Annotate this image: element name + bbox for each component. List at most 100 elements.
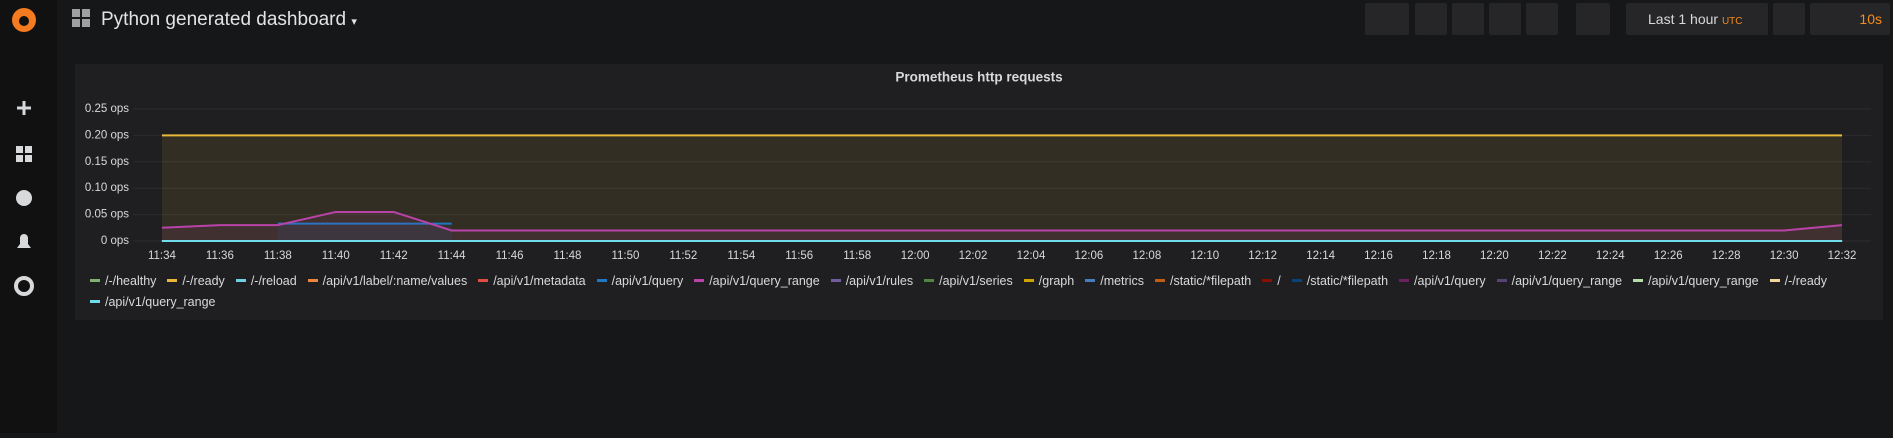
legend-item[interactable]: /graph <box>1023 273 1075 288</box>
y-tick-label: 0.15 ops <box>85 156 129 168</box>
refresh-interval[interactable]: 10s <box>1859 11 1882 27</box>
grid-icon <box>72 9 90 27</box>
legend-label[interactable]: /api/v1/query_range <box>1511 273 1623 288</box>
series-area <box>161 135 1843 241</box>
legend-item[interactable]: /-/reload <box>235 273 297 288</box>
config-icon[interactable] <box>14 276 34 296</box>
x-tick-label: 11:54 <box>727 250 756 262</box>
legend-swatch <box>90 279 100 282</box>
x-tick-label: 12:06 <box>1075 250 1104 262</box>
explore-icon[interactable] <box>16 190 32 206</box>
legend-label[interactable]: /api/v1/query_range <box>105 294 216 309</box>
share-button[interactable] <box>1452 3 1484 35</box>
chart-title: Prometheus http requests <box>895 70 1062 85</box>
zoom-out-button[interactable] <box>1773 3 1805 35</box>
refresh-picker[interactable]: 10s <box>1810 3 1890 35</box>
legend-item[interactable]: /api/v1/rules <box>830 273 914 288</box>
legend-item[interactable]: /api/v1/query <box>1399 273 1486 288</box>
legend-item[interactable]: /api/v1/query_range <box>694 273 820 288</box>
dashboards-icon[interactable] <box>16 146 32 162</box>
x-tick-label: 11:34 <box>148 250 177 262</box>
dashboard-title[interactable]: Python generated dashboard ▾ <box>101 9 357 31</box>
legend-swatch <box>1769 279 1780 282</box>
legend-label[interactable]: /api/v1/metadata <box>493 273 586 288</box>
legend-swatch <box>830 279 841 282</box>
legend-item[interactable]: /api/v1/metadata <box>478 273 586 288</box>
legend-label[interactable]: /-/ready <box>1784 273 1828 288</box>
x-tick-label: 12:10 <box>1190 250 1219 262</box>
legend-swatch <box>307 279 318 282</box>
caret: ▾ <box>351 16 357 28</box>
legend-label[interactable]: /api/v1/label/:name/values <box>322 273 468 288</box>
legend-label[interactable]: /-/ready <box>182 273 225 288</box>
legend-label[interactable]: /-/reload <box>250 273 297 288</box>
legend-swatch <box>694 279 705 282</box>
x-tick-label: 12:22 <box>1538 250 1567 262</box>
save-button[interactable] <box>1489 3 1521 35</box>
legend-item[interactable]: /api/v1/query_range <box>90 294 216 309</box>
x-tick-label: 12:04 <box>1017 250 1046 262</box>
legend-label[interactable]: /-/healthy <box>105 273 157 288</box>
title-text[interactable]: Python generated dashboard <box>101 9 347 30</box>
legend-label[interactable]: /static/*filepath <box>1169 273 1252 288</box>
legend-item[interactable]: /api/v1/label/:name/values <box>307 273 468 288</box>
add-icon[interactable] <box>17 101 31 115</box>
time-picker[interactable]: Last 1 hour UTC <box>1626 3 1768 35</box>
legend-label[interactable]: /api/v1/rules <box>845 273 914 288</box>
legend-item[interactable]: /api/v1/query_range <box>1633 273 1759 288</box>
legend-item[interactable]: /static/*filepath <box>1291 273 1389 288</box>
legend-label[interactable]: /api/v1/series <box>939 273 1013 288</box>
x-tick-label: 11:52 <box>669 250 697 262</box>
legend-item[interactable]: /api/v1/series <box>924 273 1013 288</box>
chart: Prometheus http requests 0 ops 0.05 ops 0.… <box>85 70 1871 262</box>
x-tick-label: 12:30 <box>1770 250 1799 262</box>
legend-label[interactable]: / <box>1277 273 1281 288</box>
legend-label[interactable]: /api/v1/query <box>611 273 684 288</box>
legend-swatch <box>1262 279 1273 282</box>
x-tick-label: 12:12 <box>1248 250 1277 262</box>
x-tick-label: 12:28 <box>1712 250 1741 262</box>
legend-label[interactable]: /api/v1/query_range <box>1648 273 1759 288</box>
x-tick-label: 11:50 <box>611 250 639 262</box>
legend-label[interactable]: /metrics <box>1100 273 1144 288</box>
time-range[interactable]: Last 1 hour <box>1648 11 1719 27</box>
settings-button[interactable] <box>1526 3 1558 35</box>
x-tick-label: 11:48 <box>554 250 582 262</box>
y-tick-label: 0.05 ops <box>85 209 129 221</box>
legend-item[interactable]: /metrics <box>1085 273 1144 288</box>
tv-button[interactable] <box>1576 3 1610 35</box>
sidebar-icons <box>12 8 36 296</box>
x-tick-label: 12:00 <box>901 250 930 262</box>
legend-swatch <box>167 279 178 282</box>
alert-icon[interactable] <box>17 234 31 248</box>
legend-item[interactable]: /-/ready <box>1769 273 1828 288</box>
legend-item[interactable]: /-/ready <box>167 273 225 288</box>
x-tick-label: 11:46 <box>496 250 524 262</box>
legend-swatch <box>1633 279 1644 282</box>
x-tick-label: 12:08 <box>1132 250 1161 262</box>
legend-item[interactable]: /api/v1/query_range <box>1496 273 1623 288</box>
legend-label[interactable]: /static/*filepath <box>1306 273 1389 288</box>
legend-swatch <box>1154 279 1165 282</box>
x-tick-label: 12:18 <box>1422 250 1451 262</box>
star-button[interactable] <box>1415 3 1447 35</box>
x-tick-label: 12:26 <box>1654 250 1683 262</box>
legend-item[interactable]: /static/*filepath <box>1154 273 1252 288</box>
x-tick-label: 12:24 <box>1596 250 1625 262</box>
x-tick-label: 12:32 <box>1828 250 1857 262</box>
navbar: Python generated dashboard ▾ Last 1 hour… <box>57 0 1893 42</box>
x-tick-label: 12:16 <box>1364 250 1393 262</box>
legend-item[interactable]: / <box>1262 273 1281 288</box>
legend-swatch <box>924 279 935 282</box>
series-area <box>277 223 452 241</box>
legend-label[interactable]: /api/v1/query_range <box>709 273 820 288</box>
legend-label[interactable]: /graph <box>1038 273 1075 288</box>
legend-swatch <box>1399 279 1410 282</box>
add-panel-button[interactable] <box>1365 3 1409 35</box>
legend-label[interactable]: /api/v1/query <box>1414 273 1486 288</box>
legend-item[interactable]: /api/v1/query <box>596 273 684 288</box>
legend-swatch <box>235 279 246 282</box>
legend-swatch <box>1496 279 1507 282</box>
legend-item[interactable]: /-/healthy <box>90 273 156 288</box>
